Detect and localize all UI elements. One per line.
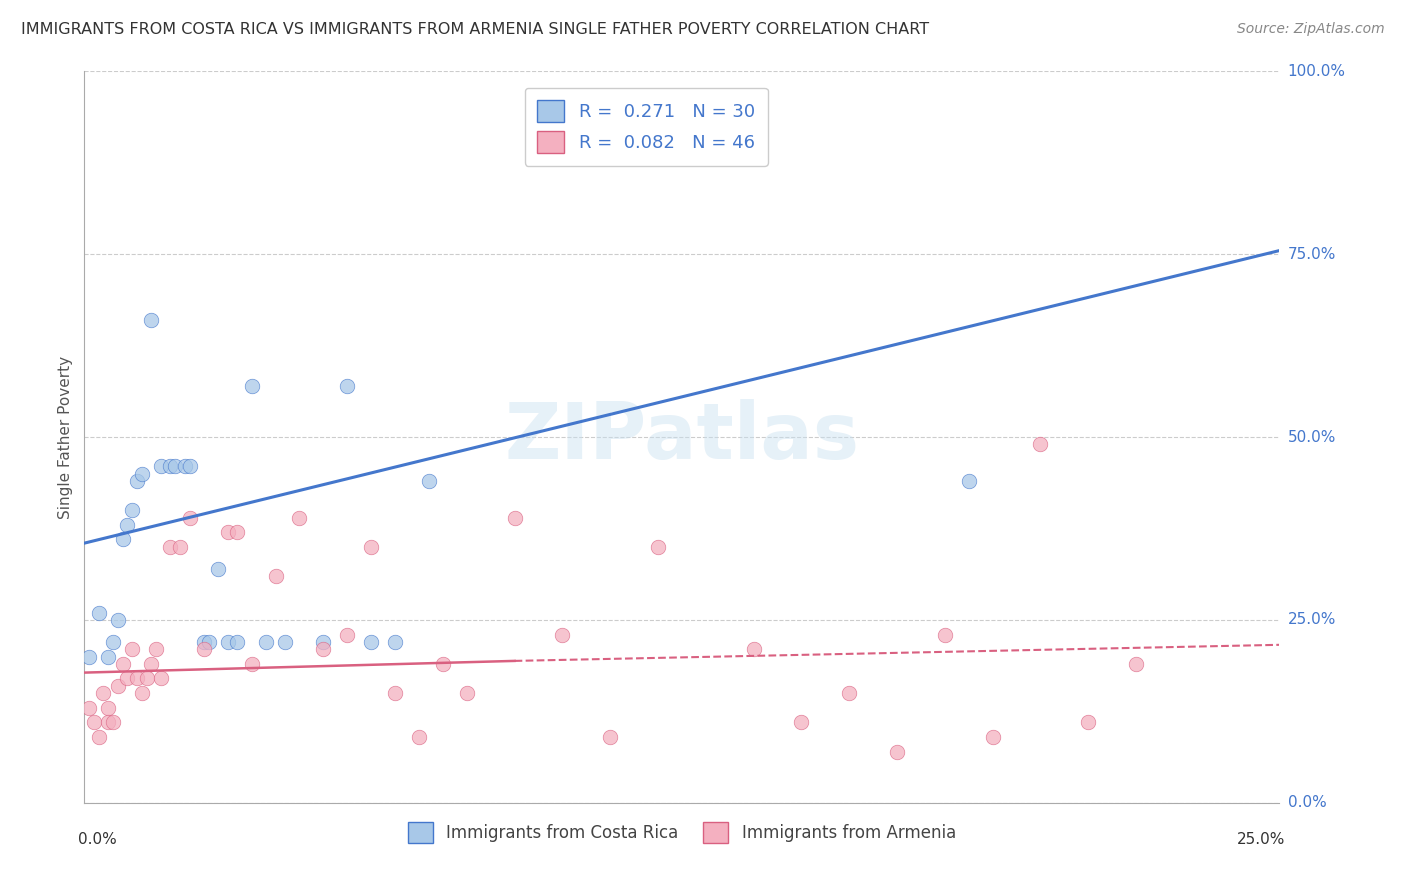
Point xyxy=(408,730,430,744)
Point xyxy=(274,635,297,649)
Point xyxy=(169,540,191,554)
Point xyxy=(456,686,478,700)
Point xyxy=(1029,437,1052,451)
Point xyxy=(264,569,287,583)
Point xyxy=(418,474,440,488)
Point xyxy=(101,635,124,649)
Point xyxy=(886,745,908,759)
Point xyxy=(503,510,526,524)
Point xyxy=(193,642,215,657)
Text: IMMIGRANTS FROM COSTA RICA VS IMMIGRANTS FROM ARMENIA SINGLE FATHER POVERTY CORR: IMMIGRANTS FROM COSTA RICA VS IMMIGRANTS… xyxy=(21,22,929,37)
Point xyxy=(131,686,153,700)
Text: 50.0%: 50.0% xyxy=(1288,430,1336,444)
Text: 0.0%: 0.0% xyxy=(79,832,117,847)
Point xyxy=(1125,657,1147,671)
Point xyxy=(838,686,860,700)
Point xyxy=(111,657,134,671)
Text: 100.0%: 100.0% xyxy=(1288,64,1346,78)
Point xyxy=(179,459,201,474)
Point xyxy=(240,657,263,671)
Point xyxy=(240,379,263,393)
Point xyxy=(217,525,239,540)
Point xyxy=(384,635,406,649)
Point xyxy=(226,525,249,540)
Point xyxy=(957,474,980,488)
Text: 25.0%: 25.0% xyxy=(1288,613,1336,627)
Point xyxy=(125,474,148,488)
Point xyxy=(149,672,172,686)
Point xyxy=(742,642,765,657)
Point xyxy=(336,627,359,641)
Point xyxy=(1077,715,1099,730)
Legend: Immigrants from Costa Rica, Immigrants from Armenia: Immigrants from Costa Rica, Immigrants f… xyxy=(401,815,963,849)
Point xyxy=(193,635,215,649)
Point xyxy=(312,642,335,657)
Point xyxy=(647,540,669,554)
Text: Source: ZipAtlas.com: Source: ZipAtlas.com xyxy=(1237,22,1385,37)
Point xyxy=(254,635,277,649)
Point xyxy=(179,510,201,524)
Point xyxy=(217,635,239,649)
Point xyxy=(551,627,574,641)
Point xyxy=(97,715,120,730)
Point xyxy=(83,715,105,730)
Point xyxy=(87,730,110,744)
Point xyxy=(432,657,454,671)
Point xyxy=(141,657,163,671)
Point xyxy=(981,730,1004,744)
Point xyxy=(336,379,359,393)
Point xyxy=(107,613,129,627)
Point xyxy=(197,635,219,649)
Point xyxy=(107,679,129,693)
Point xyxy=(599,730,621,744)
Point xyxy=(117,517,139,532)
Point xyxy=(121,503,143,517)
Point xyxy=(141,313,163,327)
Point xyxy=(173,459,195,474)
Point xyxy=(384,686,406,700)
Point xyxy=(125,672,148,686)
Point xyxy=(165,459,187,474)
Point xyxy=(149,459,172,474)
Point xyxy=(77,649,100,664)
Point xyxy=(93,686,115,700)
Point xyxy=(121,642,143,657)
Point xyxy=(77,700,100,714)
Point xyxy=(101,715,124,730)
Point xyxy=(145,642,167,657)
Point xyxy=(312,635,335,649)
Point xyxy=(226,635,249,649)
Point xyxy=(117,672,139,686)
Point xyxy=(288,510,311,524)
Point xyxy=(360,635,382,649)
Point xyxy=(159,459,181,474)
Point xyxy=(97,649,120,664)
Point xyxy=(111,533,134,547)
Text: 75.0%: 75.0% xyxy=(1288,247,1336,261)
Point xyxy=(159,540,181,554)
Point xyxy=(207,562,229,576)
Y-axis label: Single Father Poverty: Single Father Poverty xyxy=(58,356,73,518)
Point xyxy=(87,606,110,620)
Point xyxy=(790,715,813,730)
Text: ZIPatlas: ZIPatlas xyxy=(505,399,859,475)
Point xyxy=(131,467,153,481)
Point xyxy=(360,540,382,554)
Text: 25.0%: 25.0% xyxy=(1237,832,1285,847)
Text: 0.0%: 0.0% xyxy=(1288,796,1326,810)
Point xyxy=(934,627,956,641)
Point xyxy=(97,700,120,714)
Point xyxy=(135,672,157,686)
